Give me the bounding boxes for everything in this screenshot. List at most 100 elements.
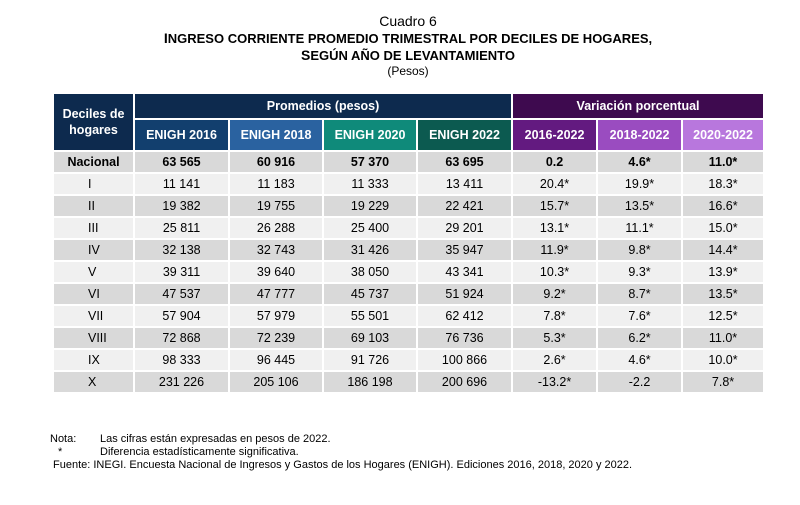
cell-promedio: 19 755 xyxy=(228,194,324,218)
cell-promedio: 91 726 xyxy=(322,348,418,372)
row-label: VII xyxy=(52,304,135,328)
cell-variacion: 4.6* xyxy=(596,348,684,372)
cell-promedio: 63 565 xyxy=(133,150,230,174)
cell-variacion: 13.9* xyxy=(681,260,766,284)
cell-promedio: 32 138 xyxy=(133,238,230,262)
table-row: I 11 141 11 183 11 333 13 411 20.4* 19.9* 18.3* xyxy=(52,172,766,196)
table-row: II 19 382 19 755 19 229 22 421 15.7* 13.5* 16.6… xyxy=(52,194,766,218)
cell-promedio: 19 382 xyxy=(133,194,230,218)
cell-variacion: 2.6* xyxy=(511,348,599,372)
cell-promedio: 96 445 xyxy=(228,348,324,372)
cell-promedio: 22 421 xyxy=(415,194,514,218)
cell-promedio: 72 868 xyxy=(133,326,230,350)
cell-promedio: 11 183 xyxy=(228,172,324,196)
asterisk-line: * Diferencia estadísticamente significati… xyxy=(50,446,632,459)
cell-variacion: 8.7* xyxy=(596,282,684,306)
table-title-line1: INGRESO CORRIENTE PROMEDIO TRIMESTRAL PO… xyxy=(0,30,800,47)
note-text: Las cifras están expresadas en pesos de … xyxy=(100,433,331,445)
table-row: VI 47 537 47 777 45 737 51 924 9.2* 8.7* 13.5* xyxy=(52,282,766,306)
col-header-var-2018-2022: 2018-2022 xyxy=(596,118,684,152)
cell-promedio: 63 695 xyxy=(415,150,514,174)
cell-promedio: 57 979 xyxy=(228,304,324,328)
table-row: IX 98 333 96 445 91 726 100 866 2.6* 4.6* 10.0* xyxy=(52,348,766,372)
cell-variacion: 14.4* xyxy=(681,238,766,262)
cell-variacion: 6.2* xyxy=(596,326,684,350)
row-label: Nacional xyxy=(52,150,135,174)
cell-variacion: 12.5* xyxy=(681,304,766,328)
cell-promedio: 72 239 xyxy=(228,326,324,350)
cell-variacion: 9.8* xyxy=(596,238,684,262)
row-label: IV xyxy=(52,238,135,262)
cell-promedio: 39 640 xyxy=(228,260,324,284)
cell-promedio: 47 777 xyxy=(228,282,324,306)
cell-variacion: 11.1* xyxy=(596,216,684,240)
cell-promedio: 69 103 xyxy=(322,326,418,350)
cell-promedio: 19 229 xyxy=(322,194,418,218)
cell-variacion: 11.0* xyxy=(681,150,766,174)
cell-variacion: 15.7* xyxy=(511,194,599,218)
row-header-deciles: Deciles de hogares xyxy=(52,92,135,152)
row-label: I xyxy=(52,172,135,196)
source-line: Fuente: INEGI. Encuesta Nacional de Ingr… xyxy=(53,459,633,471)
cell-promedio: 39 311 xyxy=(133,260,230,284)
cell-variacion: 0.2 xyxy=(511,150,599,174)
table-title-line2: SEGÚN AÑO DE LEVANTAMIENTO xyxy=(0,47,800,64)
cell-promedio: 43 341 xyxy=(415,260,514,284)
cell-promedio: 55 501 xyxy=(322,304,418,328)
group-header-variacion: Variación porcentual xyxy=(511,92,766,120)
cell-variacion: 7.8* xyxy=(681,370,766,394)
title2-initial: S xyxy=(301,47,311,63)
table-row: V 39 311 39 640 38 050 43 341 10.3* 9.3* 13.9* xyxy=(52,260,766,284)
cell-variacion: 7.6* xyxy=(596,304,684,328)
table-row: VIII 72 868 72 239 69 103 76 736 5.3* 6.2* 11.0… xyxy=(52,326,766,350)
cell-promedio: 186 198 xyxy=(322,370,418,394)
cell-promedio: 11 333 xyxy=(322,172,418,196)
cell-promedio: 200 696 xyxy=(415,370,514,394)
col-header-enigh-2016: ENIGH 2016 xyxy=(133,118,230,152)
cell-variacion: 11.9* xyxy=(511,238,599,262)
cell-promedio: 26 288 xyxy=(228,216,324,240)
cell-promedio: 57 904 xyxy=(133,304,230,328)
row-label: VIII xyxy=(52,326,135,350)
table-row-nacional: Nacional 63 565 60 916 57 370 63 695 0.2 4.6* 1… xyxy=(52,150,766,174)
table-row: VII 57 904 57 979 55 501 62 412 7.8* 7.6* 12.5* xyxy=(52,304,766,328)
cell-promedio: 62 412 xyxy=(415,304,514,328)
cell-promedio: 38 050 xyxy=(322,260,418,284)
note-label: Nota: xyxy=(50,433,77,445)
cell-variacion: 19.9* xyxy=(596,172,684,196)
cell-variacion: 10.0* xyxy=(681,348,766,372)
cell-promedio: 100 866 xyxy=(415,348,514,372)
table-body: Nacional 63 565 60 916 57 370 63 695 0.2 4.6* 1… xyxy=(52,150,766,394)
cell-promedio: 205 106 xyxy=(228,370,324,394)
cell-promedio: 57 370 xyxy=(322,150,418,174)
row-label: IX xyxy=(52,348,135,372)
asterisk-label: * xyxy=(58,446,63,458)
group-header-promedios: Promedios (pesos) xyxy=(132,92,514,120)
row-label: V xyxy=(52,260,135,284)
row-label: II xyxy=(52,194,135,218)
cell-promedio: 60 916 xyxy=(228,150,324,174)
cell-promedio: 47 537 xyxy=(133,282,230,306)
title2-rest: EGÚN AÑO DE LEVANTAMIENTO xyxy=(310,48,515,63)
asterisk-text: Diferencia estadísticamente significativ… xyxy=(100,446,299,458)
cell-variacion: -2.2 xyxy=(596,370,684,394)
row-label: X xyxy=(52,370,135,394)
cell-promedio: 25 400 xyxy=(322,216,418,240)
note-line: Nota: Las cifras están expresadas en peso… xyxy=(50,433,632,446)
table-row: X 231 226 205 106 186 198 200 696 -13.2* -2.2 7… xyxy=(52,370,766,394)
row-label: VI xyxy=(52,282,135,306)
col-header-var-2020-2022: 2020-2022 xyxy=(681,118,766,152)
cell-variacion: 20.4* xyxy=(511,172,599,196)
title-initial: I xyxy=(163,30,168,46)
row-label: III xyxy=(52,216,135,240)
cell-variacion: 11.0* xyxy=(681,326,766,350)
cell-promedio: 76 736 xyxy=(415,326,514,350)
cell-variacion: 5.3* xyxy=(511,326,599,350)
cell-promedio: 13 411 xyxy=(415,172,514,196)
cell-promedio: 98 333 xyxy=(133,348,230,372)
title-rest: NGRESO CORRIENTE PROMEDIO TRIMESTRAL POR… xyxy=(167,31,653,46)
units-label: (Pesos) xyxy=(387,64,429,78)
cell-promedio: 32 743 xyxy=(228,238,324,262)
cell-variacion: 13.5* xyxy=(681,282,766,306)
col-header-enigh-2020: ENIGH 2020 xyxy=(322,118,418,152)
